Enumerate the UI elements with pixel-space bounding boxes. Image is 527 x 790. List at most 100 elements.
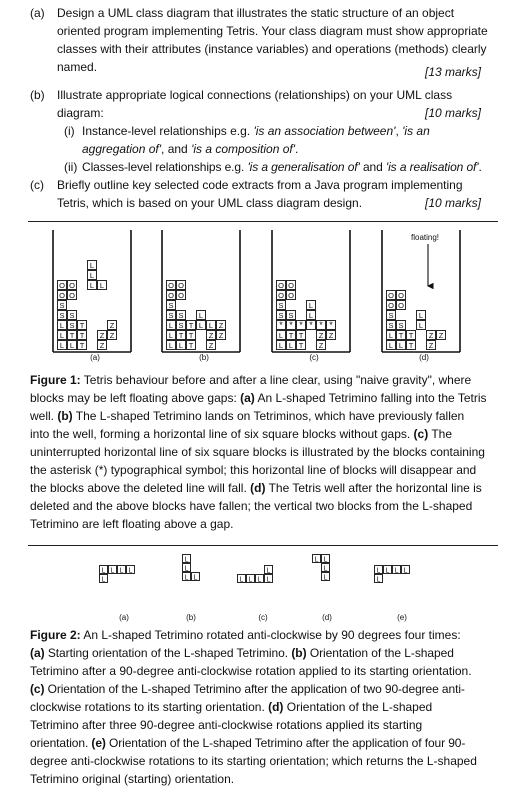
question-label: (c): [30, 178, 44, 192]
tetris-block: [326, 320, 336, 330]
question-text-line: diagram:: [57, 106, 104, 120]
block-letter: L: [267, 567, 271, 574]
block-letter: L: [90, 261, 94, 270]
tetrimino-block: [108, 565, 117, 574]
tetris-block: [276, 340, 286, 350]
tetris-block: [306, 300, 316, 310]
block-letter: *: [309, 320, 313, 330]
tetris-well: LLO O L LO OSS SL S T ZL T T Z ZL L T Z(a): [52, 230, 132, 362]
block-letter: L: [60, 341, 64, 350]
block-letter: S: [69, 311, 74, 320]
tetrimino-block: [321, 563, 330, 572]
tetris-block: [286, 340, 296, 350]
caption-line: Figure 2: An L-shaped Tetrimino rotated …: [30, 628, 461, 642]
block-letter: L: [324, 556, 328, 563]
section-divider: [28, 221, 498, 222]
tetris-block: [326, 330, 336, 340]
block-letter: Z: [439, 331, 444, 340]
tetrimino-block: [117, 565, 126, 574]
tetris-block: [436, 330, 446, 340]
caption-line: Tetrimino after three 90-degree anti-clo…: [30, 718, 423, 732]
tetris-block: [316, 330, 326, 340]
tetris-block: [316, 340, 326, 350]
l-tetrimino: L LLL(d): [312, 554, 332, 622]
block-letter: Z: [110, 321, 115, 330]
block-letter: O: [398, 291, 404, 300]
l-tetrimino: L L L LL(e): [374, 565, 410, 622]
block-letter: L: [194, 574, 198, 581]
tetris-block: [396, 290, 406, 300]
caption-line: clockwise rotations to its starting orie…: [30, 700, 433, 714]
caption-line: Tetrimino original (starting) orientatio…: [30, 772, 235, 786]
block-letter: S: [288, 311, 293, 320]
subquestion-text: Classes-level relationships e.g. 'is a g…: [82, 160, 482, 174]
caption-line: degree anti-clockwise rotations to its s…: [30, 754, 477, 768]
block-letter: L: [309, 301, 313, 310]
block-letter: *: [279, 320, 283, 330]
tetrimino-block: [312, 554, 321, 563]
block-letter: S: [388, 321, 393, 330]
tetris-block: [186, 330, 196, 340]
tetris-block: [286, 320, 296, 330]
tetrimino-block: [255, 574, 264, 583]
question-text-line: Briefly outline key selected code extrac…: [57, 178, 463, 192]
block-letter: L: [185, 556, 189, 563]
tetris-block: [57, 300, 67, 310]
block-letter: O: [59, 291, 65, 300]
tetris-block: [67, 310, 77, 320]
block-letter: L: [179, 341, 183, 350]
block-letter: L: [199, 321, 203, 330]
panel-label: (a): [119, 613, 129, 622]
tetris-block: [386, 340, 396, 350]
block-letter: L: [289, 341, 293, 350]
block-letter: O: [178, 281, 184, 290]
tetris-block: [386, 300, 396, 310]
block-letter: Z: [319, 341, 324, 350]
panel-label: (d): [322, 613, 332, 622]
block-letter: L: [90, 271, 94, 280]
tetris-block: [206, 330, 216, 340]
l-tetrimino: LLL L(b): [182, 554, 200, 622]
subquestion-label: (ii): [64, 160, 78, 174]
block-letter: O: [278, 291, 284, 300]
question-text-line: classes with their attributes (instance …: [57, 42, 487, 56]
tetrimino-block: [191, 572, 200, 581]
tetris-block: [77, 340, 87, 350]
tetris-block: [396, 320, 406, 330]
block-letter: Z: [329, 331, 334, 340]
block-letter: T: [189, 341, 194, 350]
tetris-block: [296, 330, 306, 340]
tetris-block: [396, 340, 406, 350]
figure-1-tetris-wells: LLO O L LO OSS SL S T ZL T T Z ZL L T Z(a)O OO OSS S LL S T L L…: [52, 230, 461, 362]
tetris-block: [166, 310, 176, 320]
block-letter: L: [324, 565, 328, 572]
tetris-block: [57, 320, 67, 330]
block-letter: Z: [209, 341, 214, 350]
block-letter: Z: [209, 331, 214, 340]
question-text-line: Tetris, which is based on your UML class…: [57, 196, 363, 210]
tetris-block: [216, 330, 226, 340]
block-letter: O: [398, 301, 404, 310]
tetris-block: [276, 310, 286, 320]
block-letter: O: [59, 281, 65, 290]
tetris-block: [276, 290, 286, 300]
block-letter: L: [169, 321, 173, 330]
block-letter: L: [102, 576, 106, 583]
block-letter: Z: [219, 321, 224, 330]
block-letter: L: [60, 321, 64, 330]
tetris-block: [386, 320, 396, 330]
block-letter: T: [179, 331, 184, 340]
tetrimino-block: [99, 574, 108, 583]
tetris-block: [67, 340, 77, 350]
caption-line: well. (b) The L-shaped Tetrimino lands o…: [30, 409, 465, 423]
floating-annotation: floating!: [411, 233, 439, 242]
tetris-block: [276, 320, 286, 330]
caption-line: into the well, forming a horizontal line…: [30, 427, 452, 441]
tetris-well: O OO OS LS S L* * * * * *L T T Z ZL L T Z(c): [271, 230, 351, 362]
block-letter: L: [399, 341, 403, 350]
tetris-block: [176, 310, 186, 320]
tetrimino-block: [392, 565, 401, 574]
block-letter: L: [419, 311, 423, 320]
block-letter: L: [100, 281, 104, 290]
caption-line: the asterisk (*) typographical symbol; t…: [30, 463, 477, 477]
